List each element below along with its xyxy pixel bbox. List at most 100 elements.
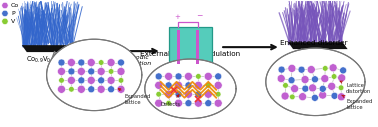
Circle shape — [204, 90, 212, 98]
Circle shape — [155, 81, 163, 89]
Circle shape — [307, 66, 315, 74]
Circle shape — [57, 85, 65, 93]
Circle shape — [331, 92, 338, 99]
Circle shape — [57, 67, 65, 75]
Circle shape — [329, 64, 337, 72]
Circle shape — [77, 85, 85, 93]
Circle shape — [117, 67, 125, 75]
Circle shape — [205, 100, 212, 107]
Circle shape — [301, 76, 309, 84]
Circle shape — [175, 99, 183, 107]
Circle shape — [206, 83, 211, 88]
Circle shape — [87, 76, 95, 84]
Text: Cathodic
activation: Cathodic activation — [120, 55, 152, 66]
Text: +: + — [174, 14, 180, 20]
Circle shape — [283, 83, 288, 88]
Circle shape — [194, 99, 202, 107]
Circle shape — [88, 68, 95, 75]
Circle shape — [108, 86, 115, 93]
Circle shape — [184, 72, 192, 80]
Circle shape — [67, 59, 75, 66]
Text: A-Co$_{0.9}$V$_{0.1}$P/TF: A-Co$_{0.9}$V$_{0.1}$P/TF — [288, 52, 339, 62]
Circle shape — [291, 85, 299, 93]
Circle shape — [195, 74, 201, 79]
Polygon shape — [51, 51, 56, 60]
Circle shape — [107, 59, 115, 66]
Circle shape — [321, 75, 329, 83]
Polygon shape — [288, 42, 348, 49]
Text: Expanded
lattice: Expanded lattice — [118, 89, 151, 105]
Circle shape — [165, 82, 172, 89]
Bar — [197, 30, 199, 64]
Circle shape — [156, 91, 161, 97]
Circle shape — [155, 73, 162, 80]
Polygon shape — [294, 49, 305, 55]
Circle shape — [290, 94, 295, 100]
Circle shape — [215, 91, 221, 97]
Polygon shape — [266, 48, 365, 116]
Circle shape — [185, 82, 192, 89]
Circle shape — [298, 66, 305, 73]
Polygon shape — [179, 59, 187, 64]
Circle shape — [322, 66, 328, 71]
Polygon shape — [22, 45, 78, 52]
Circle shape — [338, 85, 344, 91]
Circle shape — [97, 85, 105, 93]
Circle shape — [165, 90, 173, 98]
Polygon shape — [46, 39, 142, 111]
Text: V: V — [11, 19, 15, 24]
Circle shape — [194, 81, 202, 89]
Circle shape — [98, 77, 105, 84]
Bar — [169, 27, 212, 65]
Circle shape — [338, 74, 345, 82]
Circle shape — [88, 86, 95, 93]
Text: Lattice
distortion: Lattice distortion — [340, 81, 372, 94]
Circle shape — [165, 72, 173, 80]
Circle shape — [288, 77, 295, 84]
Circle shape — [299, 93, 307, 101]
Circle shape — [340, 67, 347, 74]
Circle shape — [69, 86, 74, 92]
Circle shape — [118, 59, 124, 66]
Circle shape — [337, 93, 345, 101]
Text: Co: Co — [11, 3, 19, 8]
Circle shape — [311, 94, 318, 101]
Circle shape — [175, 73, 182, 80]
Circle shape — [288, 64, 296, 72]
Circle shape — [302, 85, 309, 92]
Circle shape — [311, 76, 318, 83]
Circle shape — [184, 90, 192, 98]
Circle shape — [214, 81, 222, 89]
Circle shape — [277, 75, 285, 83]
Circle shape — [319, 91, 327, 99]
Circle shape — [2, 2, 8, 9]
Circle shape — [319, 85, 326, 92]
Circle shape — [108, 69, 114, 74]
Circle shape — [175, 91, 182, 98]
Circle shape — [155, 99, 163, 107]
Text: Defects: Defects — [161, 95, 181, 107]
Circle shape — [2, 18, 8, 25]
Circle shape — [309, 84, 317, 92]
Circle shape — [68, 68, 75, 75]
Text: −: − — [196, 11, 202, 20]
Text: Co$_{0.9}$V$_{0.1}$P/TF: Co$_{0.9}$V$_{0.1}$P/TF — [26, 55, 70, 65]
Circle shape — [215, 73, 222, 80]
Circle shape — [175, 81, 183, 89]
Circle shape — [2, 10, 8, 17]
Circle shape — [117, 85, 125, 93]
Polygon shape — [145, 59, 236, 118]
Circle shape — [278, 66, 285, 73]
Circle shape — [97, 67, 105, 75]
Circle shape — [78, 77, 85, 84]
Text: Expanded
lattice: Expanded lattice — [342, 95, 372, 110]
Circle shape — [204, 72, 212, 80]
Text: P: P — [11, 11, 14, 16]
Circle shape — [185, 100, 192, 107]
Circle shape — [67, 76, 75, 84]
Text: External charge modulation: External charge modulation — [140, 51, 240, 57]
Circle shape — [98, 60, 104, 65]
Circle shape — [58, 59, 65, 66]
Circle shape — [281, 92, 289, 100]
Circle shape — [195, 91, 202, 98]
